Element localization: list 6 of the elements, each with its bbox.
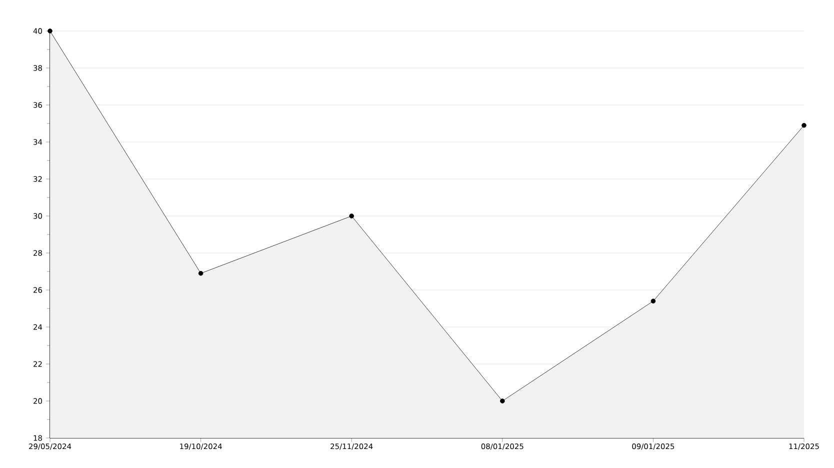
- point: [802, 122, 806, 128]
- point: [198, 270, 204, 276]
- point: [650, 298, 656, 304]
- point: [48, 28, 52, 34]
- point: [349, 214, 354, 218]
- point: [500, 398, 505, 404]
